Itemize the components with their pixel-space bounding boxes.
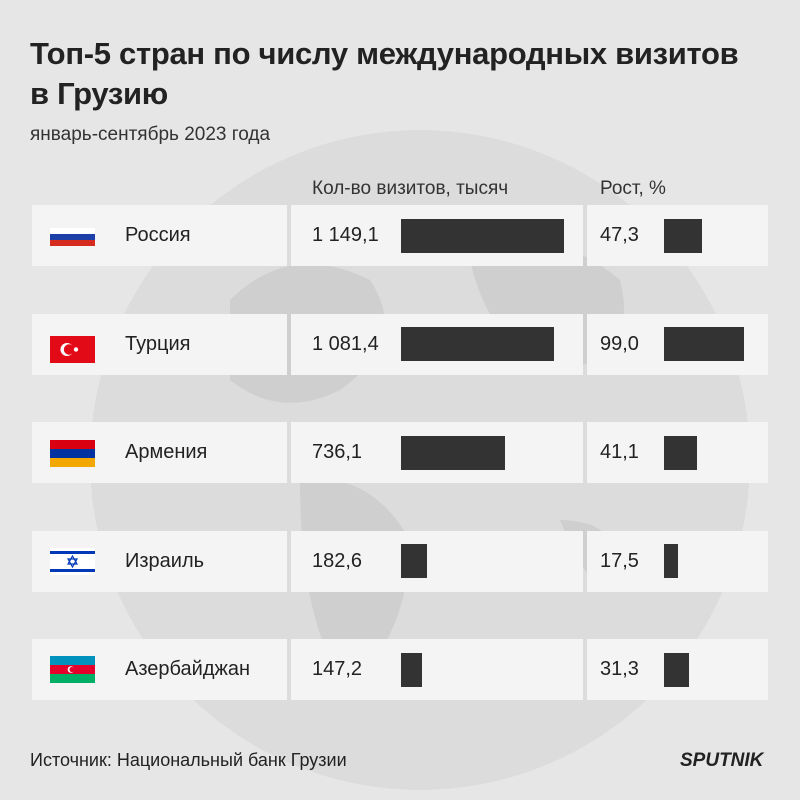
row-background <box>291 639 583 700</box>
value-label: 99,0 <box>600 332 639 355</box>
bar <box>401 652 422 687</box>
bar <box>401 544 427 578</box>
value-label: 182,6 <box>312 549 363 572</box>
bar <box>664 544 679 578</box>
country-label: Россия <box>125 224 191 246</box>
value-label: 17,5 <box>600 549 639 572</box>
row-background <box>291 530 583 592</box>
country-label: Турция <box>125 332 191 355</box>
bar <box>664 327 744 361</box>
source: Источник: Национальный банк Грузии <box>30 750 347 770</box>
value-label: 41,1 <box>600 441 639 463</box>
bar <box>664 218 703 253</box>
column-header: Рост, % <box>600 178 666 199</box>
value-label: 736,1 <box>312 441 363 463</box>
bar <box>401 435 506 470</box>
country-label: Азербайджан <box>125 658 251 680</box>
subtitle: январь-сентябрь 2023 года <box>30 124 271 145</box>
value-label: 47,3 <box>600 224 639 246</box>
flag-turkey <box>50 336 95 363</box>
column-header: Кол-во визитов, тысяч <box>312 178 509 199</box>
title: Топ-5 стран по числу международных визит… <box>30 36 739 111</box>
value-label: 1 081,4 <box>312 332 379 355</box>
value-label: 31,3 <box>600 658 639 680</box>
flag-azerbaijan <box>50 656 95 683</box>
bar <box>401 327 555 361</box>
bar <box>664 435 698 470</box>
value-label: 1 149,1 <box>312 224 379 246</box>
country-label: Армения <box>125 441 208 463</box>
value-label: 147,2 <box>312 658 363 680</box>
bar <box>401 218 564 253</box>
logo: SPUTNIK <box>680 750 764 771</box>
country-label: Израиль <box>125 549 205 572</box>
flag-israel <box>50 548 95 575</box>
flag-russia <box>50 228 95 246</box>
bar <box>664 652 690 687</box>
flag-armenia <box>50 440 95 467</box>
